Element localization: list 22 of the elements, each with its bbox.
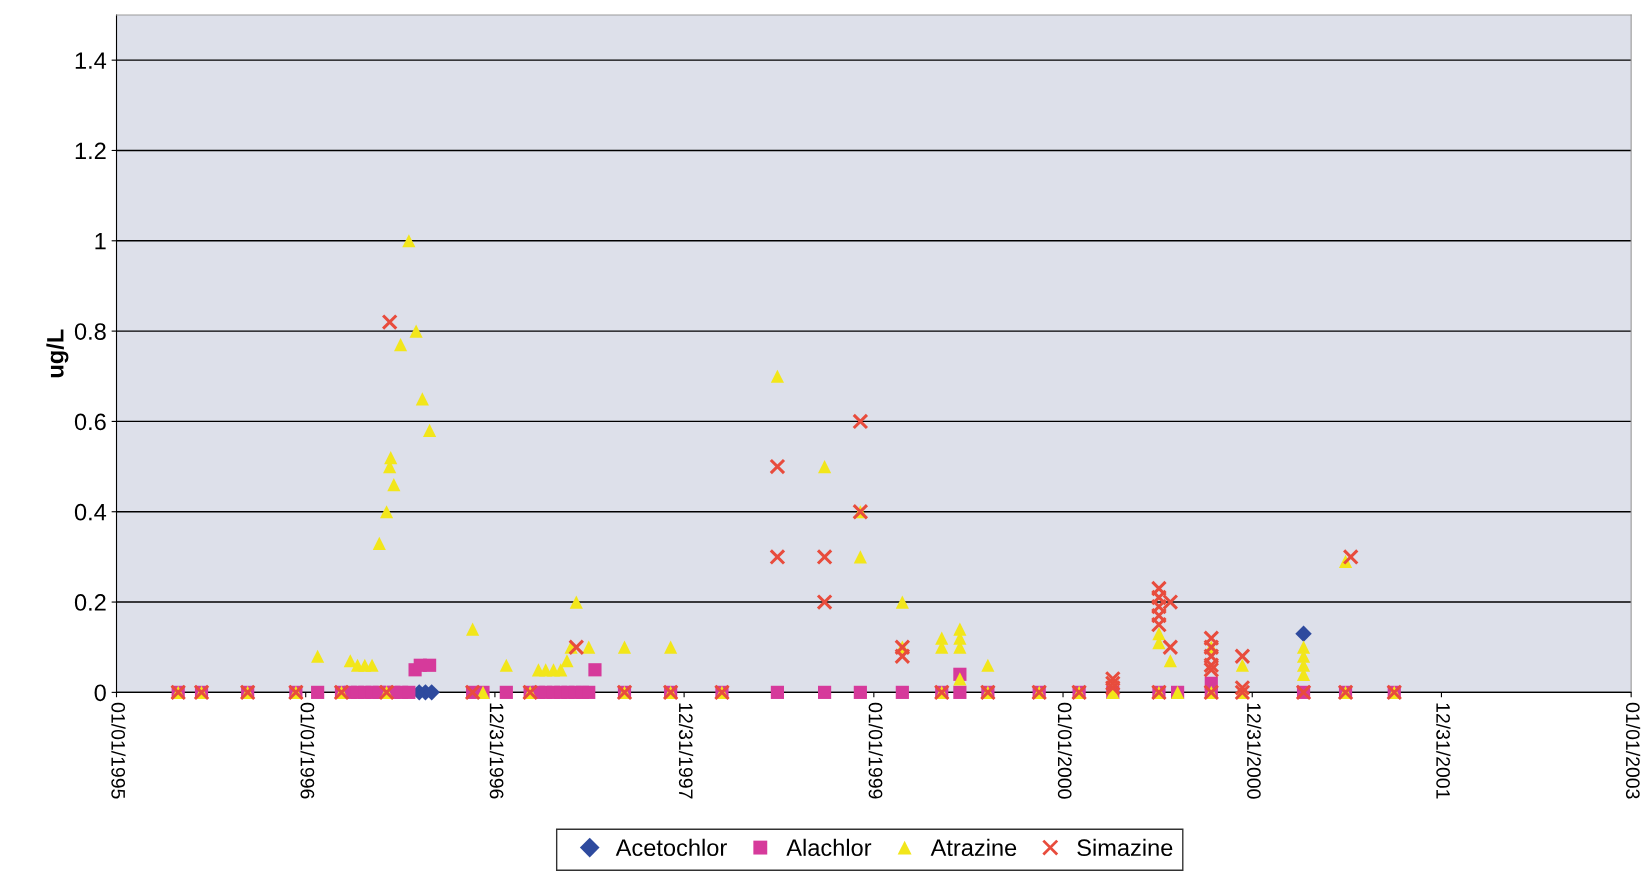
x-tick-label: 01/01/1999	[868, 702, 883, 799]
y-axis-title: ug/L	[46, 329, 69, 378]
legend-label: Simazine	[1077, 838, 1173, 857]
y-tick-label: 0.6	[74, 413, 106, 431]
x-tick-label: 12/31/2001	[1436, 703, 1451, 799]
x-tick-label: 12/31/2000	[1247, 703, 1262, 799]
legend-label: Alachlor	[786, 838, 872, 857]
x-tick-label: 01/01/1995	[111, 702, 126, 799]
y-tick-label: 0.2	[74, 594, 106, 611]
x-tick-label: 01/01/2000	[1057, 702, 1073, 799]
y-tick-label: 1.4	[75, 52, 107, 69]
y-tick-label: 0	[94, 684, 106, 702]
x-tick-label: 12/31/1996	[489, 703, 504, 799]
y-tick-label: 1.2	[75, 142, 106, 160]
y-tick-label: 1	[95, 233, 106, 250]
y-tick-label: 0.4	[74, 503, 107, 521]
legend-label: Acetochlor	[615, 838, 727, 857]
x-tick-label: 12/31/1997	[678, 703, 694, 799]
x-tick-label: 01/01/2003	[1625, 702, 1641, 799]
legend-label: Atrazine	[930, 838, 1017, 857]
y-tick-label: 0.8	[74, 323, 106, 340]
x-tick-label: 01/01/1996	[300, 702, 315, 799]
